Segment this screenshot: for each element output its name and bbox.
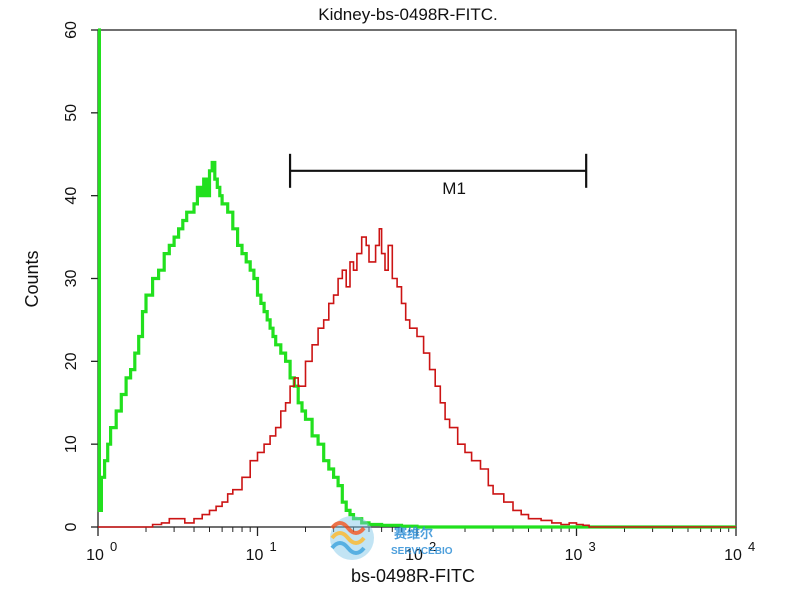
x-tick-label: 10 xyxy=(86,547,104,564)
x-axis-label: bs-0498R-FITC xyxy=(351,566,475,586)
watermark-cn: 赛维尔 xyxy=(393,526,433,541)
watermark-en: SERVICEBIO xyxy=(391,546,453,557)
x-tick-label: 10 xyxy=(405,547,423,564)
m1-marker: M1 xyxy=(288,153,588,198)
chart-title: Kidney-bs-0498R-FITC. xyxy=(318,5,498,24)
y-axis: 0 10 20 30 40 50 60 xyxy=(63,21,98,531)
plot-frame xyxy=(97,29,737,528)
x-axis: 10 0 10 1 10 2 10 3 10 4 xyxy=(86,527,755,564)
x-tick-label: 10 xyxy=(246,547,264,564)
y-tick-label: 60 xyxy=(63,21,80,39)
y-tick-label: 40 xyxy=(63,187,80,205)
y-tick-label: 10 xyxy=(63,435,80,453)
plot-border xyxy=(97,29,737,528)
x-tick-label: 10 xyxy=(724,547,742,564)
y-tick-label: 50 xyxy=(63,104,80,122)
control-series-line xyxy=(97,28,736,529)
y-tick-label: 30 xyxy=(63,270,80,288)
x-tick-exponent: 4 xyxy=(748,539,755,554)
servicebio-watermark: 赛维尔 SERVICEBIO xyxy=(330,516,453,560)
m1-label: M1 xyxy=(442,179,466,198)
y-axis-label: Counts xyxy=(22,250,42,307)
x-tick-exponent: 0 xyxy=(110,539,117,554)
servicebio-logo-icon xyxy=(330,516,374,560)
x-tick-exponent: 2 xyxy=(429,539,436,554)
y-tick-label: 0 xyxy=(63,522,80,531)
x-tick-label: 10 xyxy=(565,547,583,564)
y-tick-label: 20 xyxy=(63,352,80,370)
stained-series-line xyxy=(98,228,736,528)
x-tick-exponent: 1 xyxy=(270,539,277,554)
x-tick-exponent: 3 xyxy=(589,539,596,554)
series-layer xyxy=(97,28,736,529)
